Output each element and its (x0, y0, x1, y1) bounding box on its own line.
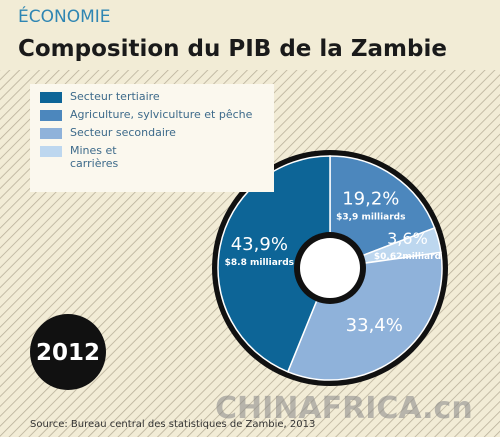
legend-item: Agriculture, sylviculture et pêche (40, 108, 264, 121)
sub-label: $8.8 milliards (225, 258, 294, 268)
legend-swatch (40, 110, 62, 121)
source: Source: Bureau central des statistiques … (30, 419, 315, 430)
legend-item: Secteur secondaire (40, 126, 264, 139)
legend-label: Mines et carrières (70, 144, 119, 170)
legend-swatch (40, 128, 62, 139)
donut-slice (217, 155, 331, 373)
legend-item: Secteur tertiaire (40, 90, 264, 103)
value-label: 43,9% (231, 234, 288, 255)
legend-label: Secteur tertiaire (70, 90, 160, 103)
legend-label: Agriculture, sylviculture et pêche (70, 108, 253, 121)
donut-slice (329, 155, 436, 270)
value-label: 19,2% (342, 189, 399, 210)
sub-label: $0,62milliard (374, 252, 441, 262)
watermark: CHINAFRICA.cn (215, 391, 473, 426)
value-label: 33,4% (346, 315, 403, 336)
title: Composition du PIB de la Zambie (18, 36, 447, 62)
donut-hole (300, 238, 360, 298)
sub-label: $3,9 milliards (336, 213, 405, 223)
legend-item: Mines et carrières (40, 144, 264, 170)
year-badge (30, 314, 106, 390)
section-label: ÉCONOMIE (18, 5, 111, 27)
value-label: 3,6% (387, 229, 428, 248)
legend-swatch (40, 92, 62, 103)
year: 2012 (36, 340, 100, 366)
legend-label: Secteur secondaire (70, 126, 176, 139)
header-band (0, 0, 500, 70)
legend: Secteur tertiaire Agriculture, sylvicultu… (30, 84, 274, 192)
legend-swatch (40, 146, 62, 157)
